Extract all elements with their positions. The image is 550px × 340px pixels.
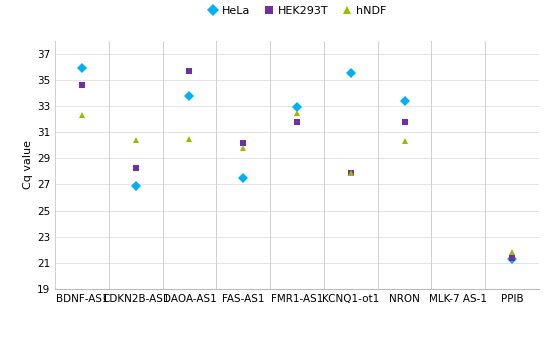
Legend: HeLa, HEK293T, hNDF: HeLa, HEK293T, hNDF bbox=[203, 2, 391, 20]
Y-axis label: Cq value: Cq value bbox=[23, 140, 32, 189]
